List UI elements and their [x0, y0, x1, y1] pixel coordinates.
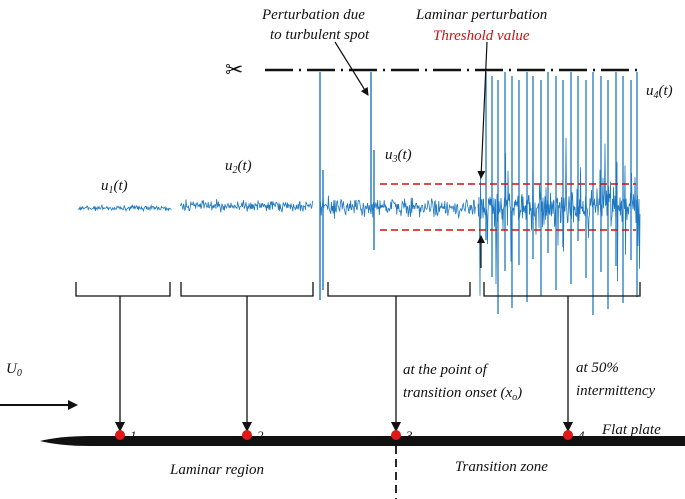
u0-label: U0 — [6, 361, 22, 379]
bracket-3 — [327, 282, 471, 297]
turbulent-spot-arrow — [334, 41, 369, 96]
scissors-icon: ✂ — [225, 58, 243, 83]
station-label-1: 1 — [130, 428, 137, 443]
turbulent-spot-label-2: to turbulent spot — [270, 27, 370, 43]
u4-label: u4(t) — [646, 83, 673, 101]
station-label-3: 3 — [405, 428, 413, 443]
bracket-1 — [75, 282, 171, 297]
bracket-4 — [483, 282, 641, 297]
intermittency-label-1: at 50% — [576, 360, 619, 376]
u1-label: u1(t) — [101, 178, 128, 196]
threshold-value-label: Threshold value — [433, 28, 530, 44]
station-label-2: 2 — [257, 428, 264, 443]
station-marker-2 — [242, 430, 252, 440]
onset-label-1: at the point of — [403, 362, 489, 378]
signal-u3 — [319, 195, 476, 219]
signal-traces — [77, 72, 641, 315]
turbulent-spot-label-1: Perturbation due — [261, 7, 365, 23]
station-marker-3 — [391, 430, 401, 440]
onset-label-2: transition onset (xo) — [403, 385, 522, 403]
signal-u1 — [77, 203, 172, 213]
laminar-region-label: Laminar region — [169, 462, 264, 478]
signal-u2 — [179, 199, 313, 213]
flat-plate-label: Flat plate — [601, 422, 661, 438]
transition-zone-label: Transition zone — [455, 459, 548, 475]
intermittency-label-2: intermittency — [576, 383, 655, 399]
u3-label: u3(t) — [385, 147, 412, 165]
bracket-2 — [180, 282, 314, 297]
station-label-4: 4 — [578, 428, 585, 443]
station-marker-1 — [115, 430, 125, 440]
flat-plate — [40, 436, 685, 446]
laminar-perturbation-arrow — [477, 41, 488, 179]
u2-label: u2(t) — [225, 158, 252, 176]
laminar-perturbation-label: Laminar perturbation — [415, 7, 547, 23]
station-marker-4 — [563, 430, 573, 440]
